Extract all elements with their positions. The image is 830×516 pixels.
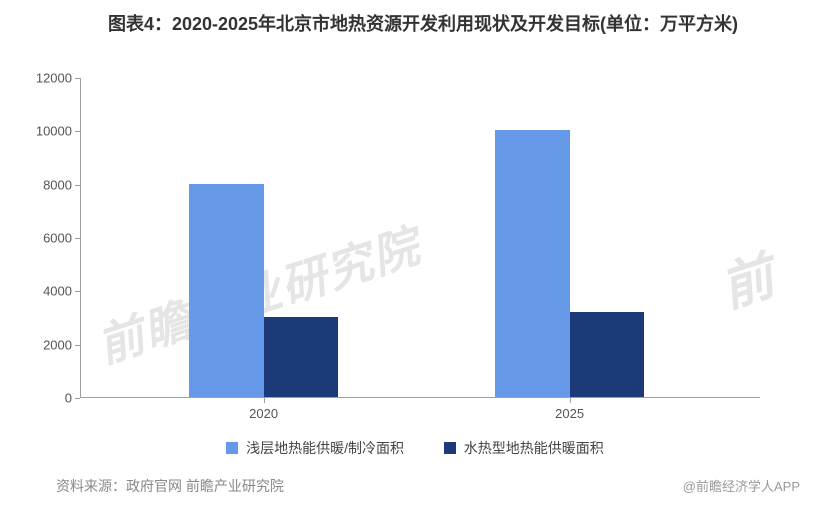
source-text: 资料来源：政府官网 前瞻产业研究院 bbox=[56, 478, 284, 494]
footer: 资料来源：政府官网 前瞻产业研究院 @前瞻经济学人APP bbox=[56, 476, 800, 496]
y-tick-label: 0 bbox=[12, 391, 72, 406]
bar bbox=[495, 130, 570, 397]
legend-item: 浅层地热能供暖/制冷面积 bbox=[226, 438, 404, 458]
y-tick-mark bbox=[75, 78, 80, 79]
y-tick-label: 2000 bbox=[12, 337, 72, 352]
y-tick-mark bbox=[75, 291, 80, 292]
x-tick-mark bbox=[264, 398, 265, 403]
bar bbox=[264, 317, 339, 397]
x-axis bbox=[80, 397, 760, 398]
legend-item: 水热型地热能供暖面积 bbox=[444, 438, 604, 458]
legend-swatch bbox=[226, 442, 238, 454]
y-tick-mark bbox=[75, 398, 80, 399]
y-tick-mark bbox=[75, 185, 80, 186]
y-tick-mark bbox=[75, 345, 80, 346]
y-tick-mark bbox=[75, 238, 80, 239]
y-tick-label: 4000 bbox=[12, 284, 72, 299]
legend-label: 水热型地热能供暖面积 bbox=[464, 440, 604, 456]
legend-swatch bbox=[444, 442, 456, 454]
chart-container: 图表4：2020-2025年北京市地热资源开发利用现状及开发目标(单位：万平方米… bbox=[0, 0, 830, 516]
attribution-text: @前瞻经济学人APP bbox=[683, 476, 800, 495]
chart-area: 020004000600080001000012000 20202025 bbox=[80, 78, 780, 418]
y-tick-label: 8000 bbox=[12, 177, 72, 192]
bar bbox=[570, 312, 645, 397]
y-tick-mark bbox=[75, 131, 80, 132]
y-tick-label: 6000 bbox=[12, 231, 72, 246]
bar bbox=[189, 184, 264, 397]
x-tick-label: 2020 bbox=[249, 406, 278, 421]
chart-title: 图表4：2020-2025年北京市地热资源开发利用现状及开发目标(单位：万平方米… bbox=[0, 0, 830, 37]
y-tick-label: 12000 bbox=[12, 71, 72, 86]
x-tick-mark bbox=[570, 398, 571, 403]
plot-area: 020004000600080001000012000 20202025 bbox=[80, 78, 760, 398]
y-tick-label: 10000 bbox=[12, 124, 72, 139]
legend: 浅层地热能供暖/制冷面积 水热型地热能供暖面积 bbox=[0, 438, 830, 458]
x-tick-label: 2025 bbox=[555, 406, 584, 421]
legend-label: 浅层地热能供暖/制冷面积 bbox=[246, 440, 404, 456]
y-axis bbox=[80, 78, 81, 398]
